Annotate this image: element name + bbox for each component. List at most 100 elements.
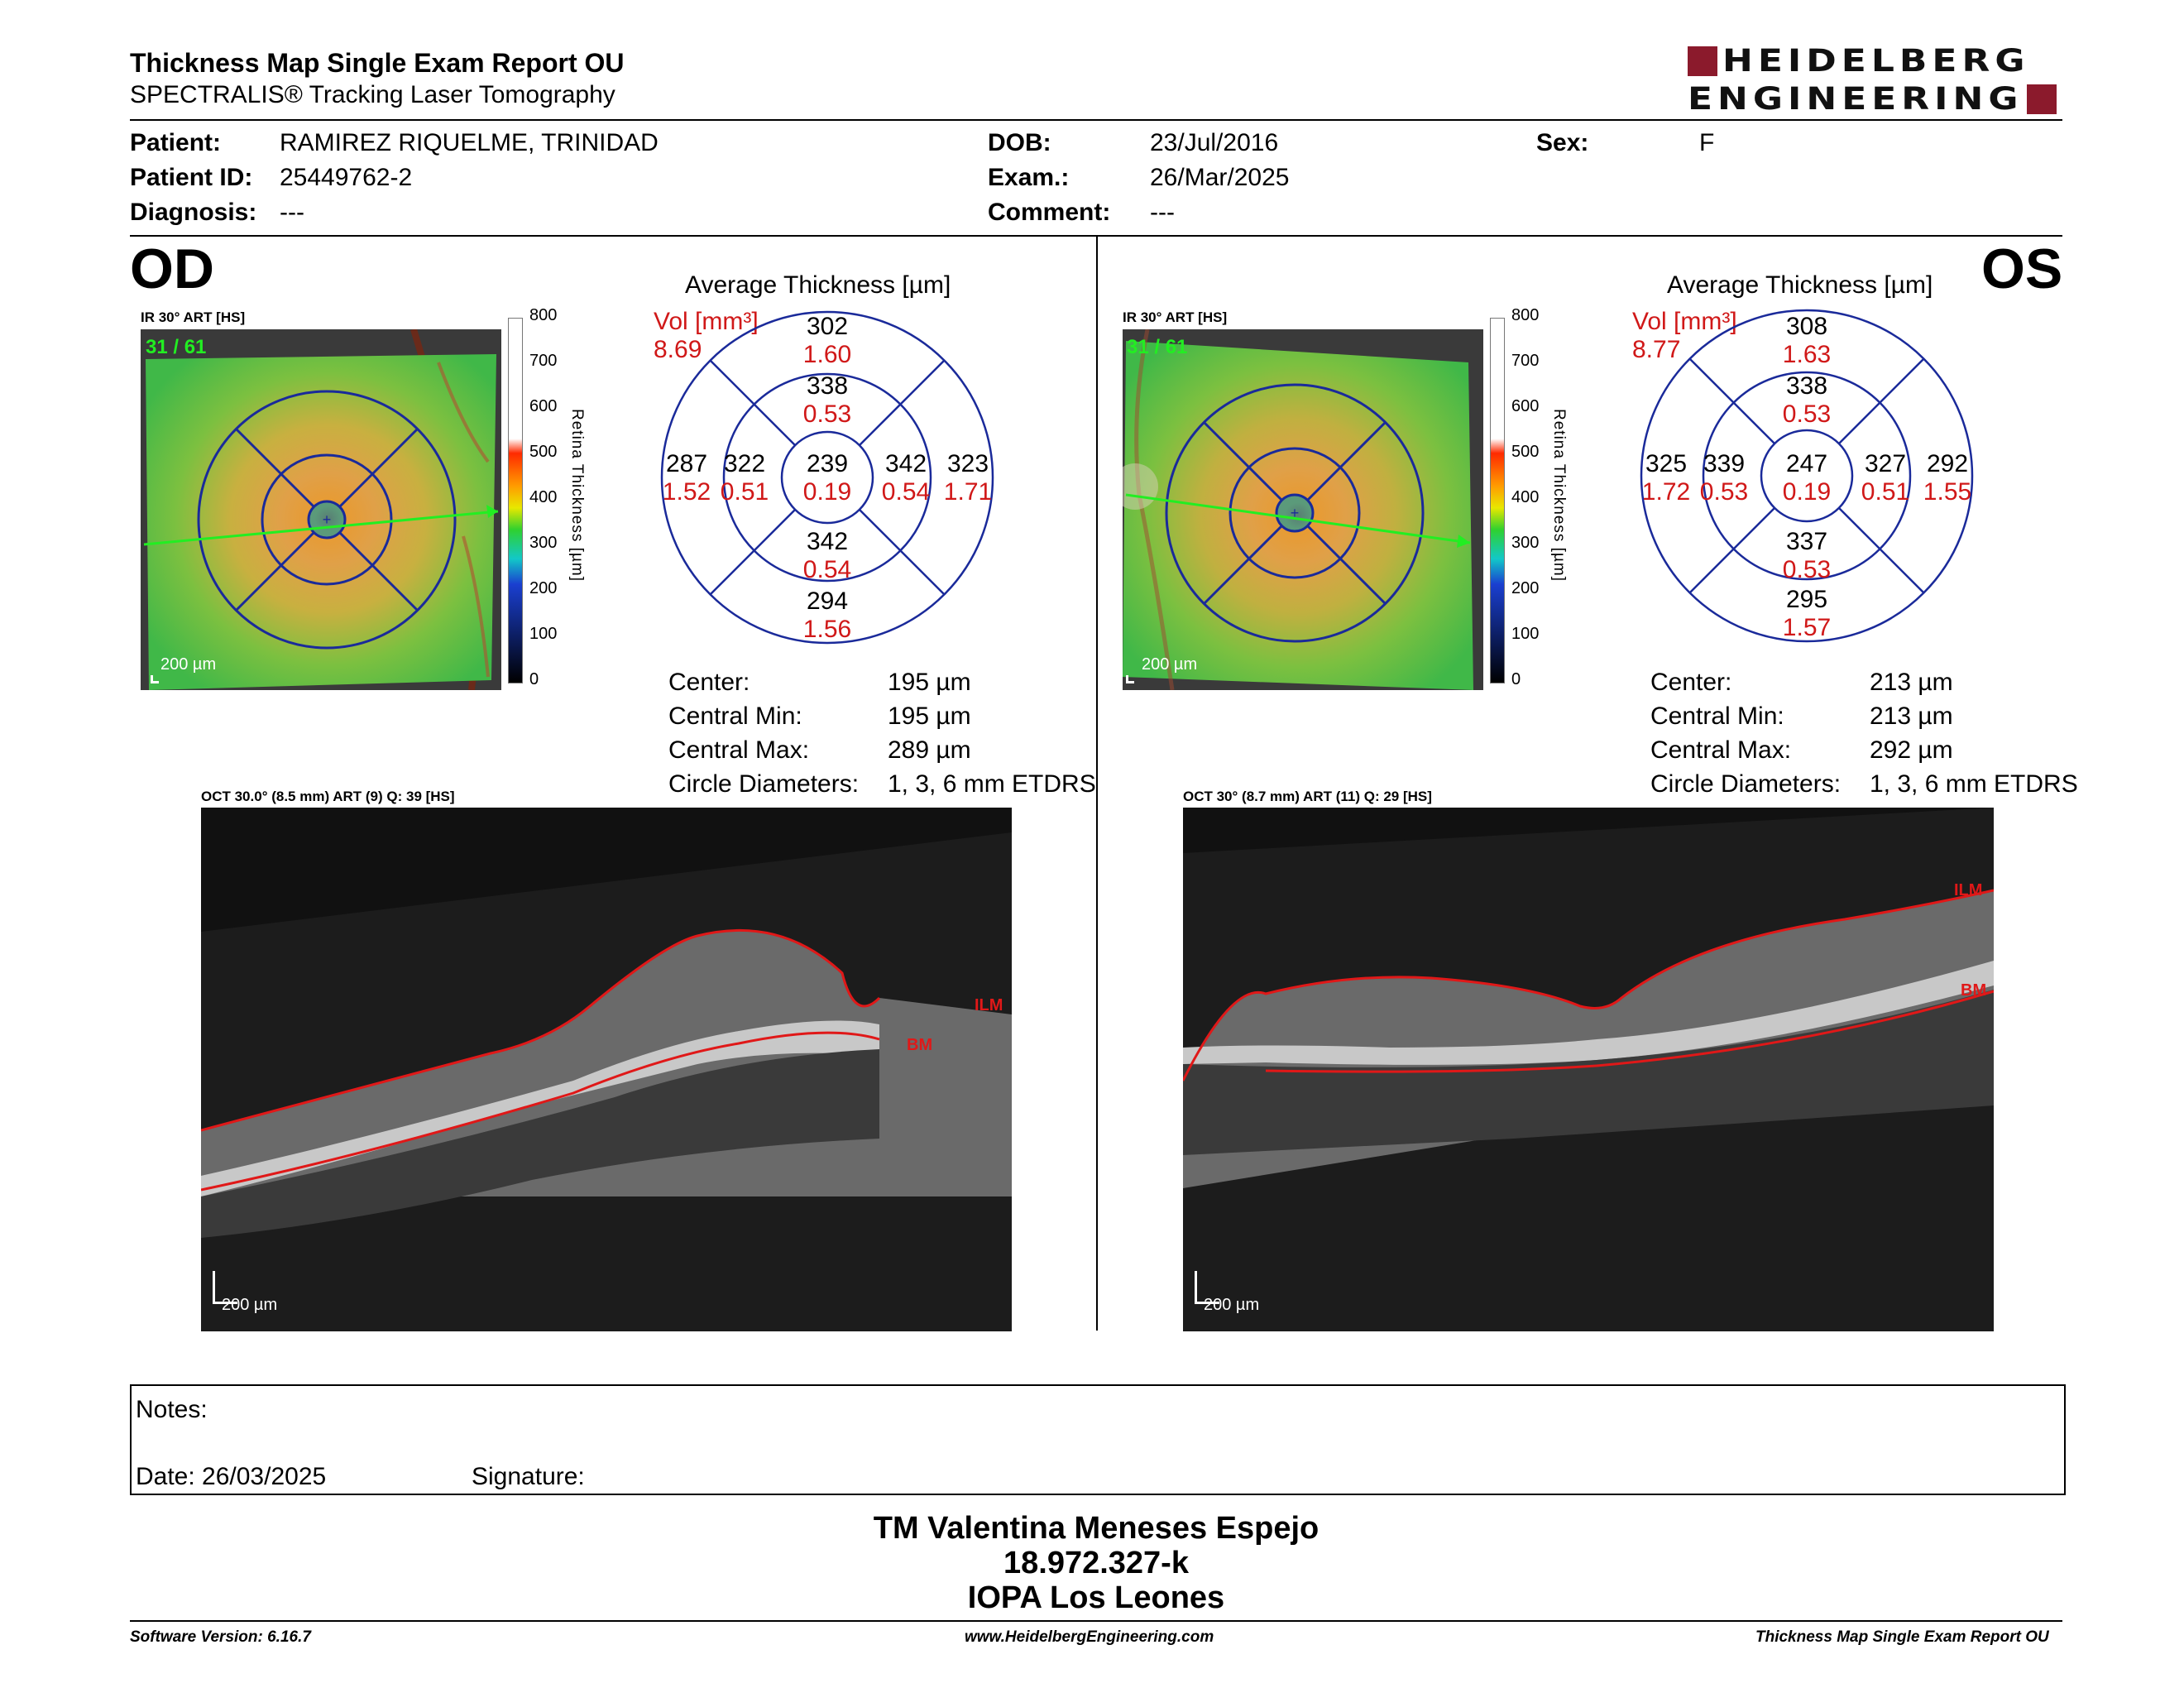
od-superior-inner-volume: 0.53: [802, 400, 852, 428]
center-divider: [1096, 237, 1098, 1331]
os-etdrs-grid: [1640, 309, 1974, 643]
os-stat-value: 1, 3, 6 mm ETDRS: [1870, 770, 2078, 798]
signature-label: Signature:: [472, 1463, 585, 1490]
od-oct-scale: 200 µm: [222, 1296, 278, 1314]
od-vol-label: Vol [mm³]: [654, 308, 759, 335]
os-colorbar-label: Retina Thickness [µm]: [1550, 409, 1568, 582]
os-inferior-inner-volume: 0.53: [1782, 556, 1832, 583]
os-stat-label: Central Min:: [1650, 703, 1784, 730]
os-oct-scale: 200 µm: [1204, 1296, 1260, 1314]
os-avg-title: Average Thickness [µm]: [1667, 271, 1933, 299]
os-center-volume: 0.19: [1782, 478, 1832, 506]
os-center-thickness: 247: [1785, 450, 1828, 477]
od-nasal-outer-thickness: 323: [946, 450, 989, 477]
exam-value: 26/Mar/2025: [1150, 164, 1290, 191]
logo-square-left: [1688, 46, 1717, 76]
od-superior-outer-volume: 1.60: [802, 341, 852, 368]
notes-label: Notes:: [136, 1396, 208, 1423]
os-nasal-inner-thickness: 339: [1703, 450, 1746, 477]
os-colorbar-ticks: 800 700 600 500 400 300 200 100 0: [1511, 306, 1545, 695]
os-nasal-outer-volume: 1.72: [1641, 478, 1691, 506]
eye-label-od: OD: [130, 237, 214, 300]
report-title: Thickness Map Single Exam Report OU: [130, 48, 625, 78]
footer-rule: [130, 1620, 2062, 1622]
patient-id-label: Patient ID:: [130, 164, 253, 191]
eye-label-os: OS: [1981, 237, 2063, 300]
sex-value: F: [1699, 129, 1715, 156]
os-tick: 0: [1511, 670, 1521, 688]
os-tick: 700: [1511, 352, 1540, 370]
od-stat-value: 289 µm: [888, 736, 971, 764]
od-stat-value: 195 µm: [888, 669, 971, 696]
od-tick: 100: [529, 625, 558, 643]
od-tick: 700: [529, 352, 558, 370]
patient-label: Patient:: [130, 129, 222, 156]
os-tick: 100: [1511, 625, 1540, 643]
od-colorbar: [508, 318, 523, 683]
od-frame-counter: 31 / 61: [146, 336, 207, 358]
os-stat-label: Center:: [1650, 669, 1732, 696]
sex-label: Sex:: [1536, 129, 1589, 156]
od-inferior-inner-thickness: 342: [806, 528, 849, 555]
os-tick: 200: [1511, 579, 1540, 597]
os-ilm-label: ILM: [1954, 881, 1983, 899]
patient-rule: [130, 235, 2062, 237]
os-tick: 500: [1511, 443, 1540, 461]
os-stat-value: 292 µm: [1870, 736, 1953, 764]
heidelberg-logo: HEIDELBERG ENGINEERING: [1688, 45, 2078, 119]
od-ir-svg: +: [141, 329, 501, 690]
os-superior-outer-thickness: 308: [1785, 313, 1828, 340]
od-tick: 200: [529, 579, 558, 597]
dob-value: 23/Jul/2016: [1150, 129, 1279, 156]
od-inferior-outer-volume: 1.56: [802, 616, 852, 643]
od-tick: 600: [529, 397, 558, 415]
od-tick: 500: [529, 443, 558, 461]
software-version: Software Version: 6.16.7: [130, 1628, 311, 1646]
diagnosis-label: Diagnosis:: [130, 199, 257, 226]
notes-date: Date: 26/03/2025: [136, 1463, 327, 1490]
os-vol-label: Vol [mm³]: [1632, 308, 1737, 335]
os-temporal-outer-thickness: 292: [1926, 450, 1969, 477]
od-colorbar-ticks: 800 700 600 500 400 300 200 100 0: [529, 306, 563, 695]
patient-id: 25449762-2: [280, 164, 413, 191]
od-center-thickness: 239: [806, 450, 849, 477]
dob-label: DOB:: [988, 129, 1051, 156]
od-inferior-outer-thickness: 294: [806, 587, 849, 615]
od-nasal-inner-thickness: 342: [884, 450, 927, 477]
od-tick: 0: [529, 670, 539, 688]
signer-name: TM Valentina Meneses Espejo: [873, 1511, 1320, 1546]
od-inferior-inner-volume: 0.54: [802, 556, 852, 583]
od-tick: 300: [529, 534, 558, 552]
logo-line1: HEIDELBERG: [1722, 42, 2030, 79]
os-ir-thickness-map: +: [1123, 329, 1483, 690]
notes-box: [130, 1384, 2066, 1495]
os-nasal-outer-thickness: 325: [1645, 450, 1688, 477]
od-avg-title: Average Thickness [µm]: [685, 271, 951, 299]
os-ir-label: IR 30° ART [HS]: [1123, 309, 1228, 325]
os-oct-label: OCT 30° (8.7 mm) ART (11) Q: 29 [HS]: [1183, 789, 1432, 804]
od-temporal-outer-thickness: 287: [665, 450, 708, 477]
signer-rut: 18.972.327-k: [1003, 1546, 1189, 1580]
od-stat-label: Circle Diameters:: [668, 770, 860, 798]
od-oct-svg: [201, 808, 1012, 1331]
os-bm-label: BM: [1961, 981, 1987, 1000]
od-oct-bscan: [201, 808, 1012, 1331]
os-tick: 800: [1511, 306, 1540, 324]
od-etdrs-values: 302 1.60 338 0.53 239 0.19 287 1.52 322 …: [658, 308, 997, 647]
os-inferior-outer-volume: 1.57: [1782, 614, 1832, 641]
od-superior-inner-thickness: 338: [806, 372, 849, 400]
os-ir-svg: +: [1123, 329, 1483, 690]
os-colorbar: [1490, 318, 1505, 683]
os-stat-label: Central Max:: [1650, 736, 1792, 764]
od-colorbar-label: Retina Thickness [µm]: [568, 409, 586, 582]
diagnosis-value: ---: [280, 199, 304, 226]
comment-label: Comment:: [988, 199, 1111, 226]
os-inferior-outer-thickness: 295: [1785, 586, 1828, 613]
report-subtitle: SPECTRALIS® Tracking Laser Tomography: [130, 81, 615, 108]
os-superior-inner-volume: 0.53: [1782, 400, 1832, 428]
patient-name: RAMIREZ RIQUELME, TRINIDAD: [280, 129, 659, 156]
od-tick: 400: [529, 488, 558, 506]
logo-line2: ENGINEERING: [1688, 80, 2024, 117]
os-frame-counter: 31 / 61: [1127, 336, 1188, 358]
website-link[interactable]: www.HeidelbergEngineering.com: [965, 1628, 1214, 1646]
